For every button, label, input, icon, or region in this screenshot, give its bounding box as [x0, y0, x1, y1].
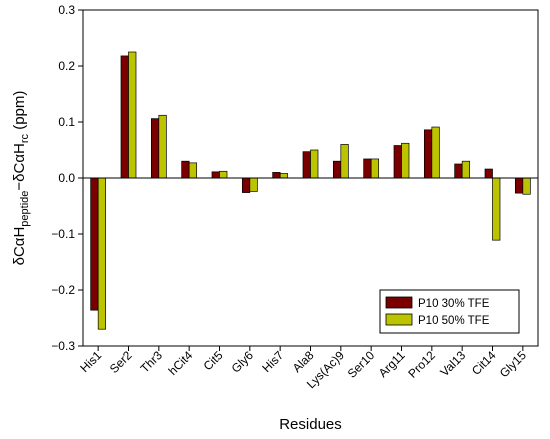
bar-thr3-series-2 — [158, 114, 167, 179]
bar-val13-series-1 — [454, 163, 463, 179]
x-tick-label: Ala8 — [290, 348, 317, 375]
bar-ala8-series-2 — [310, 149, 319, 179]
bar-ser10-series-1 — [363, 158, 372, 179]
x-tick-label: His7 — [259, 348, 286, 375]
y-tick-label: 0.0 — [58, 171, 75, 185]
bar-lys-ac-9-series-2 — [340, 144, 349, 179]
bar-pro12-series-2 — [431, 126, 440, 179]
bar-cit14-series-1 — [484, 168, 493, 179]
bar-cit14-series-2 — [492, 177, 501, 241]
x-tick-label: Val13 — [437, 348, 468, 379]
legend-label-series-1: P10 30% TFE — [418, 298, 490, 310]
y-tick-label: 0.3 — [58, 3, 75, 17]
y-axis-title-subscript-peptide: peptide — [19, 191, 31, 227]
y-tick-label: 0.2 — [58, 59, 75, 73]
bars-group — [90, 51, 531, 330]
y-axis-title-unit: (ppm) — [11, 91, 28, 134]
bar-his7-series-1 — [272, 172, 281, 179]
bar-thr3-series-1 — [150, 118, 160, 179]
bar-ala8-series-1 — [302, 151, 311, 179]
x-tick-label: Ser10 — [345, 348, 378, 381]
bar-ser2-series-2 — [128, 51, 137, 179]
bar-his1-series-1 — [90, 177, 99, 311]
y-tick-label: −0.2 — [51, 283, 75, 297]
bar-gly15-series-1 — [514, 177, 524, 194]
x-ticks-group: His1 Ser2 Thr3 hCit4 Cit5 Gly6 His7 Ala8Lys(Ac)… — [77, 346, 529, 391]
x-tick-label: Gly15 — [497, 348, 529, 380]
x-tick-label: Thr3 — [138, 348, 166, 376]
bar-cit5-series-2 — [219, 170, 228, 179]
x-tick-label: hCit4 — [166, 348, 196, 378]
y-tick-label: −0.1 — [51, 227, 75, 241]
x-tick-label: Gly6 — [229, 348, 257, 376]
x-tick-label: His1 — [77, 348, 104, 375]
bar-gly6-series-2 — [249, 177, 258, 192]
bar-his7-series-2 — [279, 173, 289, 179]
y-axis-title-base: δCαH — [11, 227, 28, 266]
legend-swatch-series-2 — [385, 313, 413, 326]
bar-ser10-series-2 — [370, 158, 380, 179]
x-tick-label: Pro12 — [405, 348, 438, 381]
bar-pro12-series-1 — [423, 129, 433, 179]
legend: P10 30% TFE P10 50% TFE — [379, 289, 520, 334]
bar-gly6-series-1 — [241, 177, 251, 193]
y-axis-title: δCαHpeptide−δCαHrc (ppm) — [11, 91, 31, 266]
x-axis-title: Residues — [279, 416, 342, 433]
bar-cit5-series-1 — [211, 171, 220, 179]
bar-his1-series-2 — [97, 177, 107, 330]
y-axis-title-subscript-rc: rc — [19, 133, 31, 143]
bar-val13-series-2 — [461, 160, 471, 179]
y-ticks-group: −0.3 −0.2 −0.1 0.0 0.1 0.2 0.3 — [51, 3, 83, 353]
y-tick-label: 0.1 — [58, 115, 75, 129]
x-tick-label: Cit14 — [469, 348, 499, 378]
bar-lys-ac-9-series-1 — [332, 160, 342, 179]
bar-arg11-series-2 — [401, 142, 410, 179]
bar-arg11-series-1 — [393, 145, 402, 179]
bar-ser2-series-1 — [120, 55, 129, 179]
x-tick-label: Ser2 — [107, 348, 135, 376]
x-tick-label: Arg11 — [376, 348, 408, 380]
bar-hcit4-series-1 — [181, 160, 190, 179]
y-axis-title-middle: −δCαH — [11, 143, 28, 190]
legend-label-series-2: P10 50% TFE — [418, 315, 490, 327]
x-tick-label: Cit5 — [201, 348, 226, 373]
legend-swatch-series-1 — [385, 296, 413, 309]
bar-gly15-series-2 — [522, 177, 531, 195]
bar-hcit4-series-2 — [188, 162, 198, 179]
y-tick-label: −0.3 — [51, 339, 75, 353]
